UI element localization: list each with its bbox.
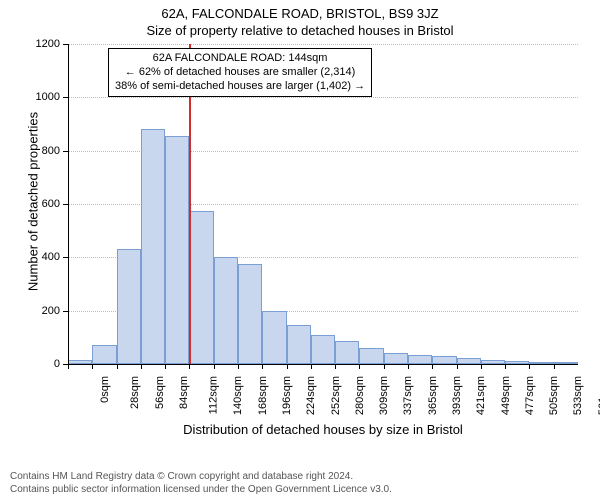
x-tick-label: 393sqm [451, 376, 463, 415]
annotation-box: 62A FALCONDALE ROAD: 144sqm ← 62% of det… [108, 48, 372, 97]
x-tick-label: 112sqm [207, 376, 219, 414]
x-tick-label: 224sqm [305, 376, 317, 415]
x-axis-label: Distribution of detached houses by size … [68, 422, 578, 437]
annotation-line2: ← 62% of detached houses are smaller (2,… [115, 66, 365, 80]
x-tick-label: 56sqm [154, 376, 166, 409]
y-axis-label: Number of detached properties [26, 102, 41, 302]
y-tick-label: 200 [28, 305, 60, 317]
title-subtitle: Size of property relative to detached ho… [0, 21, 600, 38]
x-tick-label: 309sqm [378, 376, 390, 415]
x-tick-label: 28sqm [129, 376, 141, 409]
histogram-bar [384, 353, 408, 364]
x-tick-label: 0sqm [99, 376, 111, 403]
histogram-bar [311, 335, 335, 364]
y-axis-line [68, 44, 69, 364]
x-tick-label: 337sqm [403, 376, 415, 415]
histogram-bar [287, 325, 311, 364]
x-tick-label: 252sqm [330, 376, 342, 415]
x-axis-line [68, 364, 578, 365]
gridline [68, 44, 578, 45]
histogram-bar [117, 249, 141, 364]
x-tick-label: 505sqm [548, 376, 560, 415]
histogram-bar [262, 311, 286, 364]
gridline [68, 97, 578, 98]
histogram-bar [189, 211, 213, 364]
footer-line1: Contains HM Land Registry data © Crown c… [10, 470, 590, 483]
histogram-bar [408, 355, 432, 364]
y-tick-label: 0 [28, 358, 60, 370]
histogram-bar [432, 356, 456, 364]
y-tick-label: 1200 [28, 38, 60, 50]
x-tick-label: 140sqm [233, 376, 245, 415]
histogram-bar [92, 345, 116, 364]
histogram-bar [359, 348, 383, 364]
x-tick-label: 365sqm [427, 376, 439, 415]
x-tick-label: 196sqm [281, 376, 293, 415]
histogram-bar [238, 264, 262, 364]
x-tick-label: 84sqm [178, 376, 190, 409]
footer-line2: Contains public sector information licen… [10, 483, 590, 496]
histogram-bar [335, 341, 359, 364]
title-address: 62A, FALCONDALE ROAD, BRISTOL, BS9 3JZ [0, 0, 600, 21]
footer-attribution: Contains HM Land Registry data © Crown c… [10, 470, 590, 496]
x-tick-label: 168sqm [257, 376, 269, 415]
x-tick-label: 449sqm [500, 376, 512, 415]
x-tick-label: 280sqm [354, 376, 366, 415]
x-tick-label: 533sqm [573, 376, 585, 415]
x-tick-label: 421sqm [475, 376, 487, 415]
histogram-bar [165, 136, 189, 364]
annotation-line1: 62A FALCONDALE ROAD: 144sqm [115, 52, 365, 66]
x-tick-label: 477sqm [524, 376, 536, 415]
histogram-bar [214, 257, 238, 364]
chart-container: 62A, FALCONDALE ROAD, BRISTOL, BS9 3JZ S… [0, 0, 600, 500]
annotation-line3: 38% of semi-detached houses are larger (… [115, 80, 365, 94]
histogram-bar [141, 129, 165, 364]
